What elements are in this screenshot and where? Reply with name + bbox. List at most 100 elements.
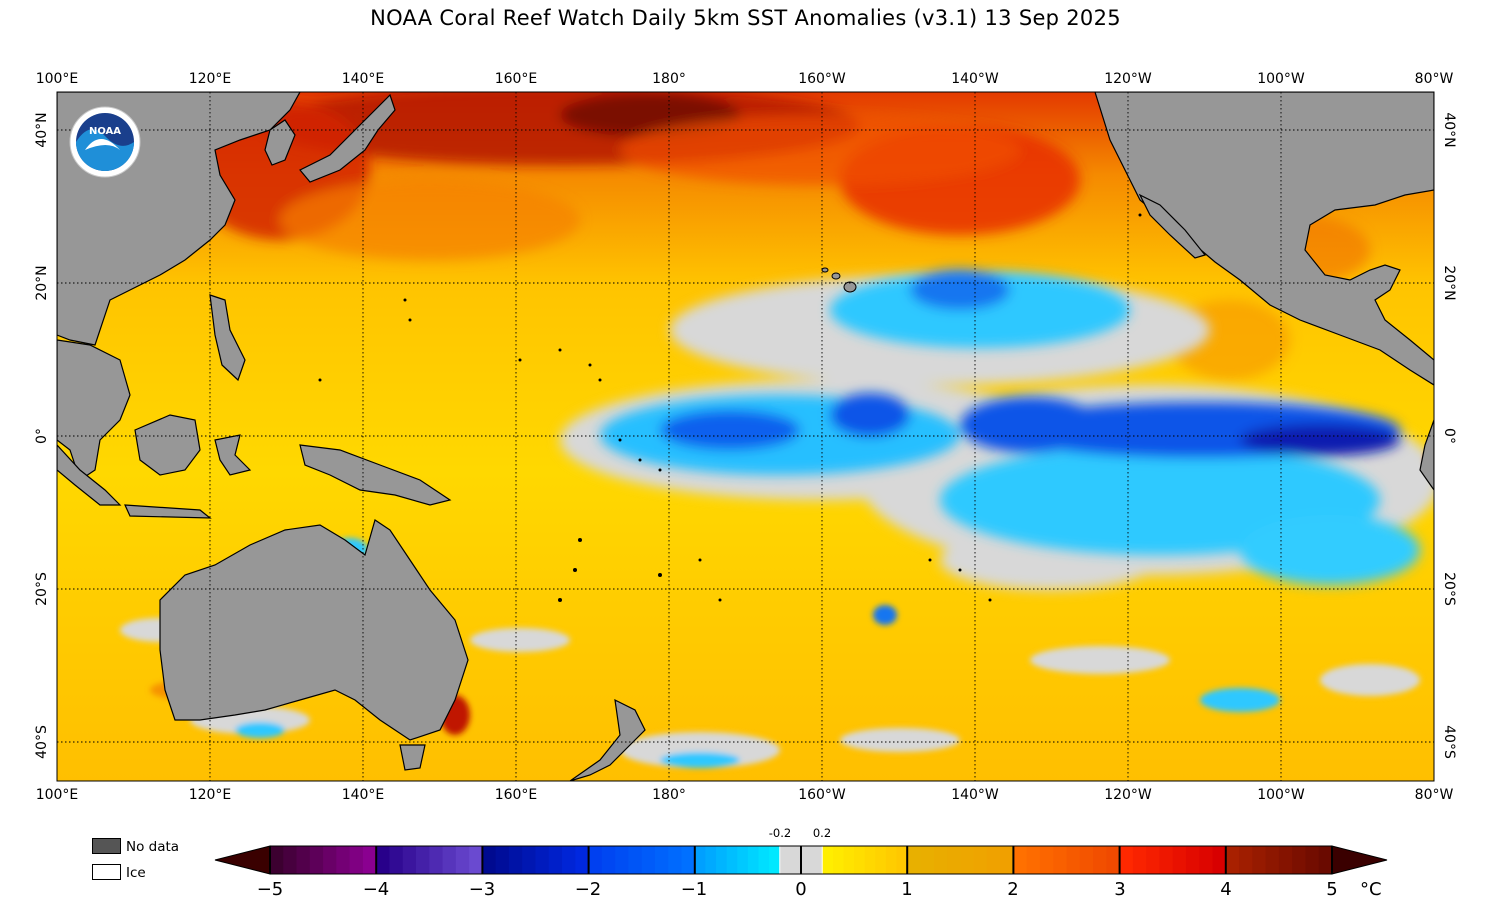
colorbar-segment bbox=[535, 846, 550, 874]
colorbar-segment bbox=[885, 846, 898, 874]
colorbar-segment bbox=[769, 846, 781, 874]
colorbar-tick: −5 bbox=[256, 879, 284, 900]
colorbar-segment bbox=[309, 846, 324, 874]
land-tasmania bbox=[399, 744, 426, 771]
colorbar-segment bbox=[296, 846, 311, 874]
pacific-islands bbox=[318, 213, 1142, 602]
colorbar-segment bbox=[737, 846, 749, 874]
colorbar-segment bbox=[716, 846, 728, 874]
colorbar-segment bbox=[1119, 846, 1134, 874]
page-title: NOAA Coral Reef Watch Daily 5km SST Anom… bbox=[370, 6, 1121, 30]
lon-label-top: 100°E bbox=[35, 71, 79, 87]
colorbar-tick: 5 bbox=[1326, 879, 1338, 900]
noaa-logo-text: NOAA bbox=[89, 126, 121, 137]
colorbar-segment bbox=[668, 846, 683, 874]
colorbar-segment bbox=[1212, 846, 1227, 874]
colorbar-segment bbox=[1318, 846, 1333, 874]
colorbar-segment bbox=[1159, 846, 1174, 874]
lat-label-right: 40°S bbox=[1441, 725, 1457, 759]
colorbar-segment bbox=[920, 846, 935, 874]
lon-label-bottom: 100°E bbox=[35, 787, 79, 803]
land-new-guinea bbox=[299, 444, 452, 506]
colorbar-segment bbox=[1239, 846, 1253, 874]
colorbar-segment bbox=[822, 846, 834, 874]
lat-label-left: 40°S bbox=[34, 725, 50, 759]
lon-label-top: 80°W bbox=[1414, 71, 1454, 87]
land-baja bbox=[1138, 193, 1207, 259]
colorbar-segment bbox=[907, 846, 921, 874]
colorbar-segment bbox=[681, 846, 696, 874]
colorbar-segment bbox=[654, 846, 669, 874]
colorbar-label-minus-0-2: -0.2 bbox=[768, 826, 792, 840]
lat-label-left: 20°N bbox=[34, 265, 50, 301]
colorbar bbox=[214, 845, 1388, 875]
colorbar-segment bbox=[362, 846, 377, 874]
colorbar-tick: 4 bbox=[1220, 879, 1232, 900]
colorbar-segment bbox=[601, 846, 616, 874]
colorbar-segment bbox=[562, 846, 576, 874]
colorbar-tick: 0 bbox=[795, 879, 807, 900]
colorbar-low-extend bbox=[214, 845, 271, 875]
colorbar-segment bbox=[747, 846, 760, 874]
warm-anomaly-north bbox=[190, 92, 1370, 380]
lon-label-bottom: 80°W bbox=[1414, 787, 1454, 803]
colorbar-unit: °C bbox=[1360, 879, 1382, 900]
colorbar-segment bbox=[283, 846, 298, 874]
land-philippines bbox=[209, 294, 246, 382]
colorbar-segment bbox=[832, 846, 844, 874]
land-borneo bbox=[134, 414, 201, 476]
colorbar-segment bbox=[588, 846, 603, 874]
lat-label-left: 20°S bbox=[34, 572, 50, 606]
colorbar-label-plus-0-2: 0.2 bbox=[812, 826, 832, 840]
no-data-label: No data bbox=[126, 839, 180, 855]
colorbar-segment bbox=[875, 846, 887, 874]
lon-label-bottom: 120°E bbox=[188, 787, 232, 803]
colorbar-segment bbox=[1185, 846, 1200, 874]
land-java bbox=[124, 504, 212, 519]
no-data-swatch bbox=[92, 838, 121, 854]
land-korea bbox=[264, 119, 296, 166]
lat-label-right: 0° bbox=[1441, 428, 1457, 444]
colorbar-segment bbox=[1053, 846, 1067, 874]
colorbar-segment bbox=[960, 846, 975, 874]
lat-label-right: 20°N bbox=[1441, 265, 1457, 301]
colorbar-segment bbox=[522, 846, 536, 874]
land-hawaii bbox=[821, 267, 857, 293]
lon-label-top: 180° bbox=[652, 71, 686, 87]
colorbar-segment bbox=[758, 846, 770, 874]
lon-label-top: 140°E bbox=[341, 71, 385, 87]
colorbar-segment bbox=[270, 846, 284, 874]
land-japan bbox=[299, 93, 396, 183]
colorbar-segment bbox=[896, 846, 908, 874]
colorbar-segment bbox=[429, 846, 444, 874]
graticule bbox=[57, 92, 1434, 781]
colorbar-segment bbox=[947, 846, 961, 874]
colorbar-segment bbox=[376, 846, 390, 874]
colorbar-tick: −2 bbox=[574, 879, 602, 900]
colorbar-segment bbox=[389, 846, 404, 874]
lat-label-right: 20°S bbox=[1441, 572, 1457, 606]
colorbar-segment bbox=[641, 846, 656, 874]
colorbar-segment bbox=[694, 846, 706, 874]
colorbar-segment bbox=[843, 846, 855, 874]
noaa-logo: NOAA bbox=[69, 106, 141, 178]
lon-label-top: 120°W bbox=[1104, 71, 1152, 87]
colorbar-segment bbox=[482, 846, 497, 874]
lon-label-bottom: 160°W bbox=[798, 787, 846, 803]
colorbar-tick: −1 bbox=[680, 879, 708, 900]
colorbar-segment bbox=[1252, 846, 1267, 874]
colorbar-segment bbox=[1093, 846, 1107, 874]
lon-label-top: 100°W bbox=[1257, 71, 1305, 87]
colorbar-segment bbox=[349, 846, 364, 874]
colorbar-segment bbox=[1039, 846, 1054, 874]
ice-swatch bbox=[92, 864, 121, 880]
land-sulawesi bbox=[214, 434, 252, 476]
land-indochina bbox=[57, 339, 131, 481]
land-new-zealand bbox=[569, 698, 646, 781]
colorbar-segment bbox=[1146, 846, 1160, 874]
colorbar-tick: 1 bbox=[901, 879, 913, 900]
colorbar-segment bbox=[1066, 846, 1081, 874]
colorbar-segment bbox=[1013, 846, 1028, 874]
land-australia bbox=[159, 519, 469, 741]
